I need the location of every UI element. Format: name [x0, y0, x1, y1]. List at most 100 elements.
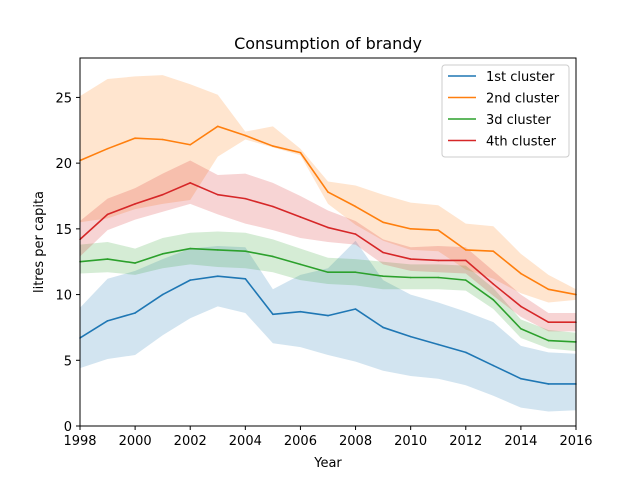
series-3-point-2005: [272, 255, 274, 258]
y-axis-label: litres per capita: [32, 191, 47, 293]
series-4-point-2007: [327, 226, 329, 229]
series-4-point-2002: [189, 182, 192, 184]
series-3-point-2002: [189, 247, 192, 250]
series-4-point-2005: [272, 205, 274, 208]
series-4-point-2006: [299, 216, 302, 218]
y-tick-label-20: 20: [55, 157, 72, 172]
series-4-point-2000: [134, 203, 136, 205]
series-3-point-2012: [464, 279, 467, 281]
series-2-point-2011: [437, 229, 440, 231]
x-tick-label-2008: 2008: [339, 434, 372, 449]
legend-label-1: 1st cluster: [486, 70, 555, 85]
series-4-point-1999: [106, 213, 109, 216]
series-1-point-1999: [106, 320, 109, 322]
x-tick-label-1998: 1998: [63, 434, 96, 449]
series-3-point-2013: [492, 299, 495, 301]
y-tick-label-0: 0: [64, 420, 72, 435]
series-2-point-2001: [161, 138, 164, 141]
series-2-point-2005: [272, 145, 274, 147]
x-tick-label-2014: 2014: [504, 434, 537, 449]
x-axis: 1998 2000 2002 2004 2006 2008 2010 2012 2014 2016: [63, 426, 593, 449]
x-tick-label-2012: 2012: [449, 434, 482, 449]
series-2-point-2002: [189, 143, 192, 146]
series-1-point-2007: [327, 314, 329, 317]
series-lines: [79, 125, 577, 385]
series-1-point-2009: [382, 326, 384, 329]
series-4-point-2003: [216, 193, 219, 196]
series-3-point-2008: [354, 271, 357, 274]
x-tick-label-2016: 2016: [559, 434, 592, 449]
series-3-point-2000: [134, 262, 136, 264]
series-3-point-2003: [216, 249, 219, 251]
series-3-point-2015: [547, 339, 550, 342]
series-3-point-2001: [161, 253, 164, 255]
legend-label-2: 2nd cluster: [486, 92, 560, 107]
series-4-point-2001: [161, 193, 164, 196]
legend-box: [441, 64, 570, 158]
series-1-point-2014: [520, 377, 522, 380]
series-1-point-2015: [547, 383, 550, 385]
plot-area-frame: [79, 57, 577, 427]
series-band-3: [80, 231, 576, 352]
series-3-point-2007: [327, 271, 329, 274]
series-2-point-2006: [299, 151, 302, 154]
y-tick-label-5: 5: [64, 354, 72, 369]
series-2-point-2007: [327, 191, 329, 193]
series-1-point-2006: [299, 310, 302, 313]
series-2-point-2000: [134, 137, 136, 139]
legend-label-4: 4th cluster: [486, 135, 557, 150]
series-2-point-2003: [216, 125, 219, 128]
series-1-point-2013: [492, 364, 495, 367]
series-4-point-2015: [547, 321, 550, 323]
series-3-point-2004: [244, 250, 247, 252]
series-3-point-2009: [382, 275, 384, 277]
series-1-point-2010: [409, 335, 412, 338]
chart-title: Consumption of brandy: [234, 34, 422, 53]
series-2-point-2015: [547, 288, 550, 291]
x-tick-label-2000: 2000: [119, 434, 152, 449]
series-1-point-2004: [244, 278, 247, 280]
series-2-point-2004: [244, 134, 247, 137]
series-4-point-2014: [520, 305, 522, 308]
series-2-point-1999: [106, 147, 109, 150]
series-1-point-2000: [134, 312, 136, 314]
series-1-point-2003: [216, 275, 219, 277]
series-4-point-2010: [409, 258, 412, 260]
series-4-point-2008: [354, 233, 357, 235]
series-1-point-2008: [354, 308, 357, 310]
series-4-point-2013: [492, 283, 495, 285]
y-tick-label-25: 25: [55, 91, 72, 106]
series-2-point-2014: [520, 272, 522, 275]
x-tick-label-2006: 2006: [284, 434, 317, 449]
series-2-point-2013: [492, 250, 495, 252]
series-band-4: [80, 160, 576, 332]
confidence-bands: [80, 75, 576, 412]
series-1-point-2012: [464, 351, 467, 354]
series-4-point-2011: [437, 259, 440, 262]
y-tick-label-15: 15: [55, 223, 72, 238]
series-3-point-2010: [409, 276, 412, 279]
x-tick-label-2002: 2002: [174, 434, 207, 449]
series-2-point-2010: [409, 228, 412, 230]
series-4-point-2009: [382, 251, 384, 254]
x-tick-label-2004: 2004: [229, 434, 262, 449]
series-band-1: [80, 240, 576, 412]
series-1-point-2011: [437, 343, 440, 346]
legend: 1st cluster 2nd cluster 3d cluster 4th clus…: [441, 64, 570, 158]
series-3-point-2006: [299, 263, 302, 266]
series-1-point-2002: [189, 279, 192, 281]
series-3-point-2014: [520, 327, 522, 330]
legend-label-3: 3d cluster: [486, 113, 552, 128]
y-tick-label-10: 10: [55, 289, 72, 304]
series-3-point-1999: [106, 258, 109, 260]
series-3-point-2011: [437, 276, 440, 279]
series-4-point-2012: [464, 259, 467, 262]
x-tick-label-2010: 2010: [394, 434, 427, 449]
x-axis-label: Year: [313, 456, 342, 471]
series-1-point-2001: [161, 293, 164, 296]
series-2-point-2009: [382, 221, 384, 224]
y-axis: 0 5 10 15 20 25: [55, 91, 80, 435]
series-2-point-2012: [464, 249, 467, 251]
